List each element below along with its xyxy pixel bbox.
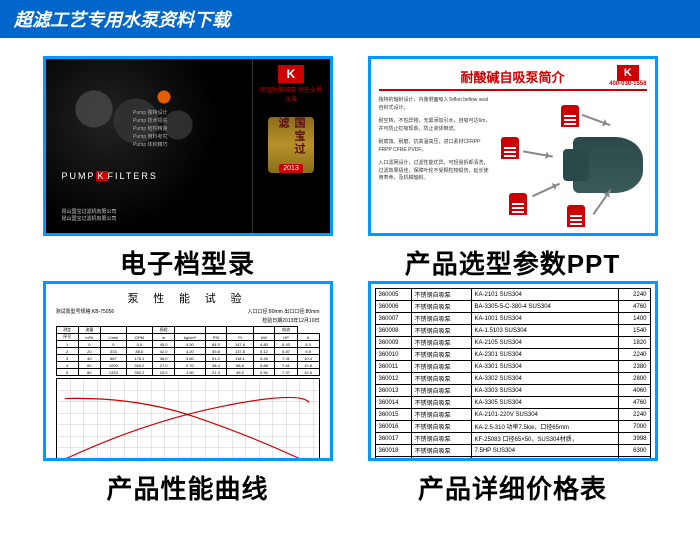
caption-curve: 产品性能曲线 xyxy=(106,469,268,506)
phone-label: 400-030-1558 xyxy=(609,81,646,87)
bar-icon xyxy=(509,193,527,215)
curve-title: 泵 性 能 试 验 xyxy=(56,290,320,306)
ppt-thumbnail: 400-030-1558 耐酸碱自吸泵简介 K 400-030-1558 独特的… xyxy=(368,56,658,236)
k-logo-icon: K xyxy=(617,65,639,81)
ppt-text: 独特的轴封设计，内装侧面吸入Teflon bellow seal自封式设计。耐空… xyxy=(379,97,491,227)
page-header: 超滤工艺专用水泵资料下载 xyxy=(0,0,700,38)
bar-icon xyxy=(561,105,579,127)
feature-list: Pump 独特设计Pump 技术领先Pump 结构精良Pump 用料考究Pump… xyxy=(133,109,167,149)
k-logo-icon: K xyxy=(278,65,304,83)
table-row: 360013不锈钢自吸泵KA-3303 SUS3044060 xyxy=(375,385,650,397)
gold-seal-icon: 国宝过滤 2013 xyxy=(268,117,314,173)
table-row: 360018不锈钢自吸泵7.5HP SUS3046300 xyxy=(375,445,650,457)
card-curve[interactable]: 泵 性 能 试 验 测试泵型号规格:KB-75056 入口口径:80mm 出口口… xyxy=(40,281,335,506)
price-table: 360005不锈钢自吸泵KA-2101 SUS3042240360006不锈钢自… xyxy=(375,288,651,461)
caption-catalog: 电子档型录 xyxy=(120,244,255,281)
model-label: 测试泵型号规格:KB-75056 xyxy=(56,308,115,315)
table-row: 360005不锈钢自吸泵KA-2101 SUS3042240 xyxy=(375,289,650,301)
arrow-icon xyxy=(531,183,559,197)
caption-price: 产品详细价格表 xyxy=(418,469,607,506)
table-row: 360010不锈钢自吸泵KA-2301 SUS3042240 xyxy=(375,349,650,361)
bar-icon xyxy=(501,137,519,159)
ppt-diagram xyxy=(497,97,647,227)
caption-ppt: 产品选型参数PPT xyxy=(405,244,621,281)
table-row: 360015不锈钢自吸泵KA-2101-220V SUS3042240 xyxy=(375,409,650,421)
bar-icon xyxy=(567,205,585,227)
download-grid: PUMPKFILTERS 昆山国宝过滤机有限公司 昆山国宝过滤机有限公司 Pum… xyxy=(0,38,700,506)
table-row: 360011不锈钢自吸泵KA-3301 SUS3042380 xyxy=(375,361,650,373)
card-catalog[interactable]: PUMPKFILTERS 昆山国宝过滤机有限公司 昆山国宝过滤机有限公司 Pum… xyxy=(40,56,335,281)
card-ppt[interactable]: 400-030-1558 耐酸碱自吸泵简介 K 400-030-1558 独特的… xyxy=(365,56,660,281)
table-row: 360014不锈钢自吸泵KA-3305 SUS3044760 xyxy=(375,397,650,409)
table-row: 360012不锈钢自吸泵KA-3302 SUS3042800 xyxy=(375,373,650,385)
card-price[interactable]: 360005不锈钢自吸泵KA-2101 SUS3042240360006不锈钢自… xyxy=(365,281,660,506)
arrow-icon xyxy=(523,150,553,157)
brand-line: PUMPKFILTERS xyxy=(62,171,158,181)
table-row: 360016不锈钢自吸泵KA-2.5-310 功率7.5kw，口径65mm700… xyxy=(375,421,650,433)
company-address: 昆山国宝过滤机有限公司 昆山国宝过滤机有限公司 xyxy=(62,209,117,223)
performance-chart xyxy=(56,378,320,461)
inlet-label: 入口口径:80mm 出口口径:80mm xyxy=(248,308,320,315)
table-row: 360009不锈钢自吸泵KA-2105 SUS3041820 xyxy=(375,337,650,349)
table-row: 360017不锈钢自吸泵KF-25083 口径65×50，SUS304材质，39… xyxy=(375,433,650,445)
catalog-thumbnail: PUMPKFILTERS 昆山国宝过滤机有限公司 昆山国宝过滤机有限公司 Pum… xyxy=(43,56,333,236)
price-thumbnail: 360005不锈钢自吸泵KA-2101 SUS3042240360006不锈钢自… xyxy=(368,281,658,461)
table-row: 360007不锈钢自吸泵KA-1001 SUS3041400 xyxy=(375,313,650,325)
curve-thumbnail: 泵 性 能 试 验 测试泵型号规格:KB-75056 入口口径:80mm 出口口… xyxy=(43,281,333,461)
ppt-title: 耐酸碱自吸泵简介 xyxy=(460,67,564,86)
curve-data-table: 测定流量扬程电流序号m³/hL/minGPMmkg/cm²PSIFtkWHPA1… xyxy=(56,326,320,376)
table-row: 360008不锈钢自吸泵KA-1.5103 SUS3041540 xyxy=(375,325,650,337)
date-label: 检验日期2013年12月10日 xyxy=(262,317,319,324)
slogan: 国宝耐酸碱泵 领先业界水准 xyxy=(259,85,324,103)
pump-icon xyxy=(573,137,643,193)
table-row: 360019不锈钢自吸泵5HP SUS3044900 xyxy=(375,457,650,462)
arrow-icon xyxy=(581,114,610,126)
table-row: 360006不锈钢自吸泵BA-3305-5-C-380-4 SUS3044760 xyxy=(375,301,650,313)
